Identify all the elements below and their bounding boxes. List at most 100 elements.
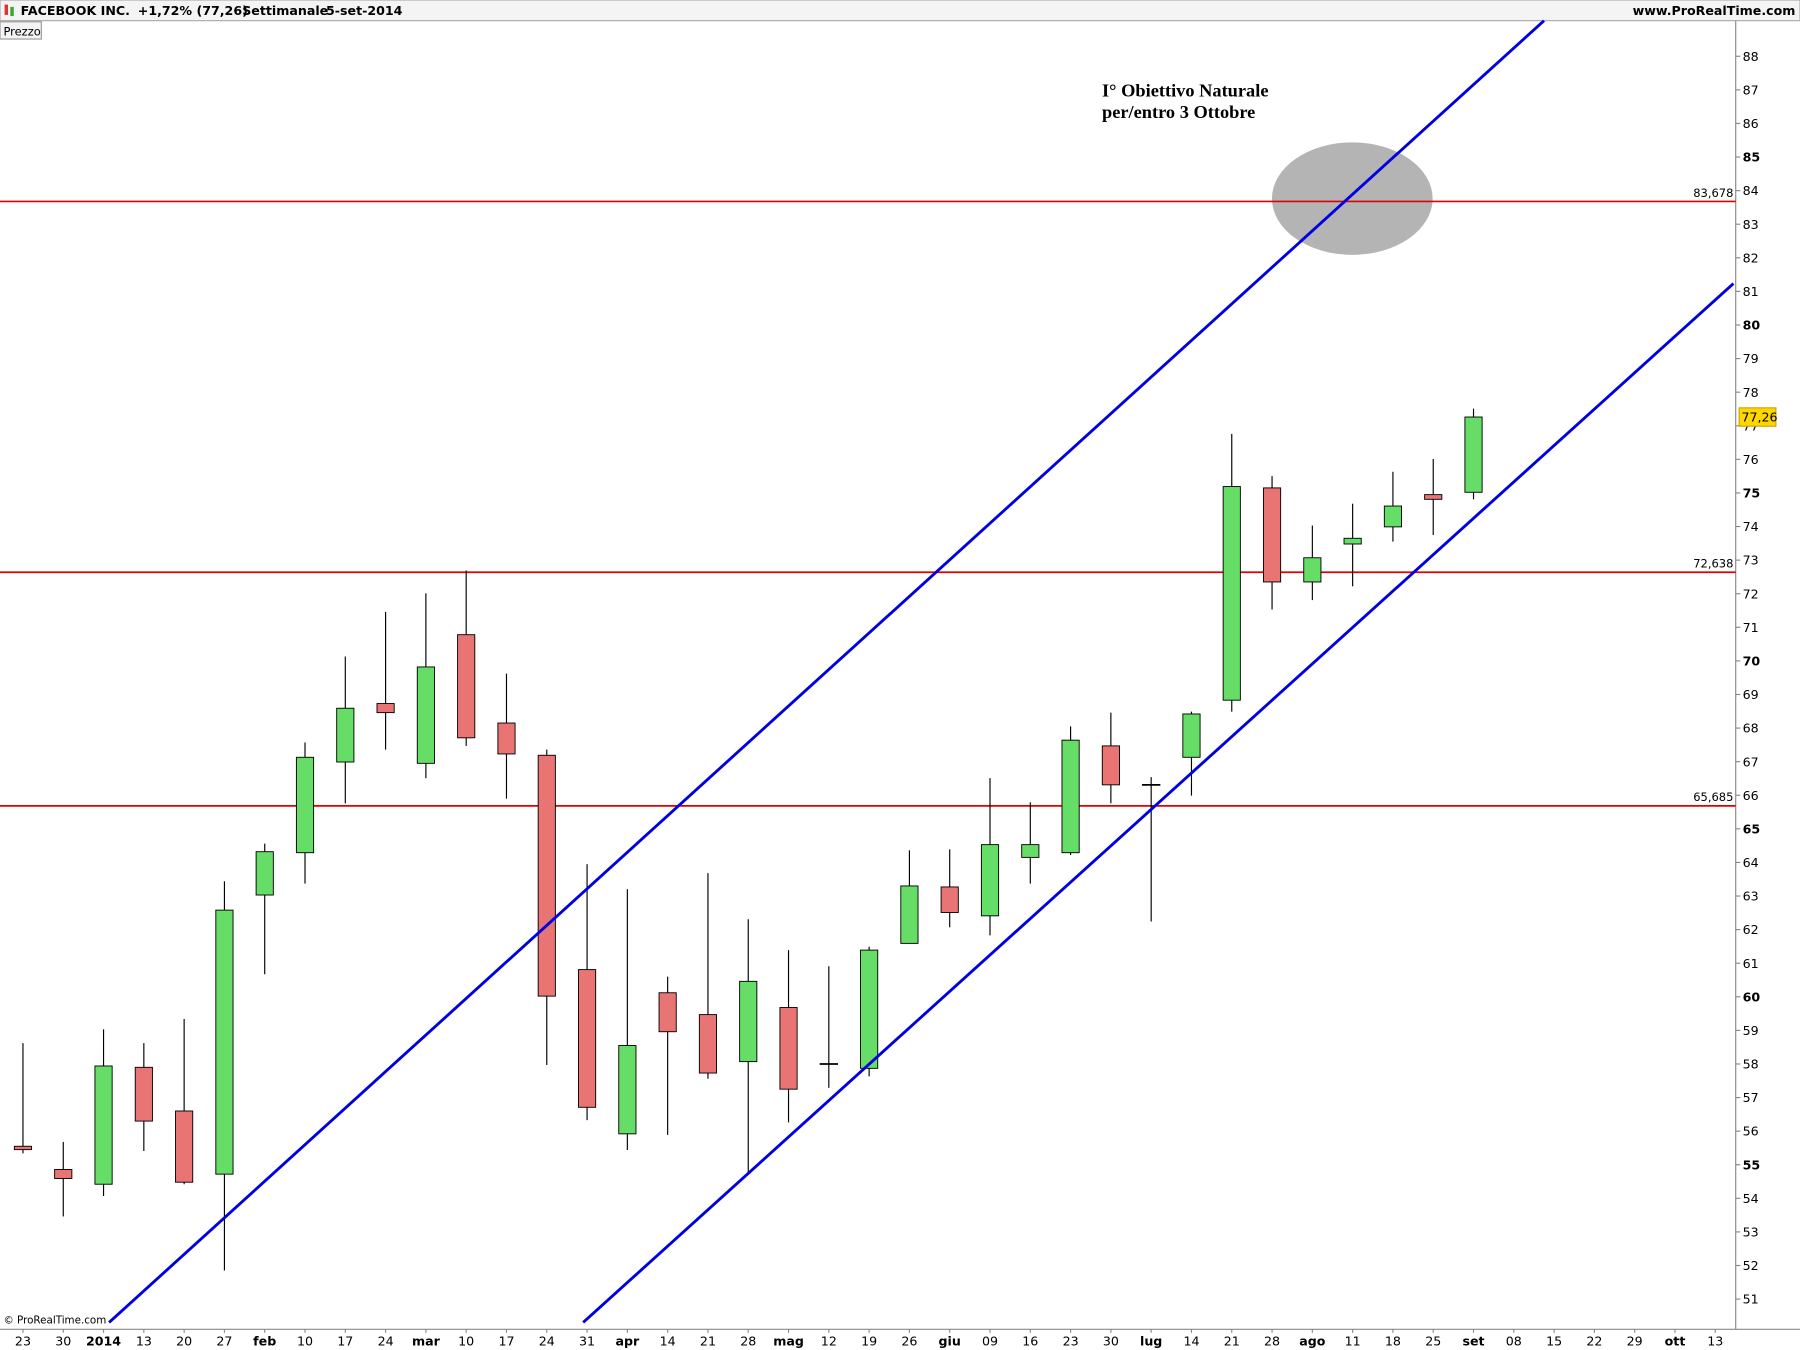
header-icon bbox=[4, 4, 14, 17]
y-tick-label: 84 bbox=[1743, 183, 1759, 198]
candle-body bbox=[1464, 416, 1483, 493]
y-tick-label: 58 bbox=[1743, 1057, 1759, 1072]
candle-body bbox=[577, 969, 597, 1108]
y-tick-label: 79 bbox=[1743, 351, 1759, 366]
x-tick-label: 30 bbox=[1103, 1333, 1119, 1348]
candle-body bbox=[54, 1168, 73, 1179]
candle-body bbox=[255, 851, 274, 896]
candle-body bbox=[940, 886, 959, 913]
candle-body bbox=[336, 707, 355, 763]
candle-body bbox=[739, 980, 758, 1063]
y-tick-label: 67 bbox=[1743, 754, 1759, 769]
y-tick-label: 72 bbox=[1743, 586, 1759, 601]
y-tick-label: 55 bbox=[1743, 1157, 1761, 1172]
y-tick-label: 62 bbox=[1743, 922, 1759, 937]
candle-body bbox=[1383, 505, 1403, 528]
candle-body bbox=[698, 1014, 718, 1074]
x-tick-label: 27 bbox=[216, 1333, 232, 1348]
candle-body bbox=[1182, 713, 1201, 758]
x-tick-label: ott bbox=[1665, 1333, 1686, 1348]
x-tick-label: 17 bbox=[337, 1333, 353, 1348]
candle-body bbox=[1424, 494, 1443, 500]
annotation-line: I° Obiettivo Naturale bbox=[1102, 80, 1268, 100]
annotation-line: per/entro 3 Ottobre bbox=[1102, 102, 1255, 122]
y-tick-label: 68 bbox=[1743, 721, 1759, 736]
candle-body bbox=[295, 756, 315, 854]
candle-body bbox=[1222, 486, 1241, 701]
candle-body bbox=[457, 634, 476, 739]
x-tick-label: 18 bbox=[1385, 1333, 1401, 1348]
x-tick-label: 11 bbox=[1345, 1333, 1361, 1348]
candle-body bbox=[900, 885, 919, 944]
y-tick-label: 82 bbox=[1743, 250, 1759, 265]
candle-body bbox=[13, 1145, 33, 1151]
y-tick-label: 83 bbox=[1743, 217, 1759, 232]
y-tick-label: 53 bbox=[1743, 1225, 1759, 1240]
level-label: 72,638 bbox=[1693, 557, 1733, 571]
y-tick-label: 75 bbox=[1743, 486, 1761, 501]
x-tick-label: 28 bbox=[1264, 1333, 1280, 1348]
y-tick-label: 66 bbox=[1743, 788, 1759, 803]
y-tick-label: 86 bbox=[1743, 116, 1759, 131]
x-tick-label: 28 bbox=[740, 1333, 756, 1348]
source: www.ProRealTime.com bbox=[1633, 3, 1796, 18]
x-tick-label: 08 bbox=[1506, 1333, 1522, 1348]
x-tick-label: 23 bbox=[1063, 1333, 1079, 1348]
x-tick-label: 12 bbox=[821, 1333, 837, 1348]
y-tick-label: 54 bbox=[1743, 1191, 1759, 1206]
x-tick-label: mar bbox=[412, 1333, 441, 1348]
x-tick-label: 20 bbox=[176, 1333, 192, 1348]
y-tick-label: 85 bbox=[1743, 150, 1761, 165]
x-tick-label: 24 bbox=[378, 1333, 394, 1348]
candle-body bbox=[1303, 557, 1322, 583]
y-tick-label: 88 bbox=[1743, 49, 1759, 64]
x-tick-label: 15 bbox=[1546, 1333, 1562, 1348]
y-tick-label: 52 bbox=[1743, 1258, 1759, 1273]
candle-body bbox=[94, 1065, 113, 1185]
candle-body bbox=[134, 1066, 153, 1122]
y-tick-label: 80 bbox=[1743, 318, 1761, 333]
level-label: 65,685 bbox=[1693, 790, 1733, 804]
candle-body bbox=[215, 909, 234, 1175]
y-tick-label: 74 bbox=[1743, 519, 1759, 534]
x-tick-label: 26 bbox=[901, 1333, 917, 1348]
x-tick-label: 21 bbox=[700, 1333, 716, 1348]
title: FACEBOOK INC. bbox=[21, 3, 130, 18]
target-ellipse bbox=[1271, 142, 1433, 255]
x-tick-label: 16 bbox=[1022, 1333, 1038, 1348]
candle-body bbox=[376, 703, 395, 714]
candle-body bbox=[1343, 537, 1362, 545]
level-label: 83,678 bbox=[1693, 186, 1733, 200]
candle-body bbox=[1061, 739, 1080, 854]
change: +1,72% (77,26) bbox=[138, 3, 248, 18]
x-tick-label: 29 bbox=[1627, 1333, 1643, 1348]
y-tick-label: 71 bbox=[1743, 620, 1759, 635]
x-tick-label: 22 bbox=[1586, 1333, 1602, 1348]
x-tick-label: 10 bbox=[297, 1333, 313, 1348]
x-tick-label: 10 bbox=[458, 1333, 474, 1348]
trend-line-lower bbox=[582, 282, 1735, 1324]
x-tick-label: 17 bbox=[498, 1333, 514, 1348]
y-tick-label: 60 bbox=[1743, 989, 1761, 1004]
copyright: © ProRealTime.com bbox=[3, 1315, 106, 1327]
x-tick-label: 13 bbox=[1707, 1333, 1723, 1348]
y-tick-label: 59 bbox=[1743, 1023, 1759, 1038]
x-tick-label: 13 bbox=[136, 1333, 152, 1348]
candle-body bbox=[1021, 844, 1040, 858]
candle-body bbox=[497, 722, 516, 755]
y-tick-label: 78 bbox=[1743, 385, 1759, 400]
y-tick-label: 57 bbox=[1743, 1090, 1759, 1105]
candle-body bbox=[416, 666, 435, 764]
y-tick-label: 56 bbox=[1743, 1124, 1759, 1139]
header-bar bbox=[0, 0, 1800, 22]
last-price-label: 77,26 bbox=[1741, 410, 1777, 425]
x-tick-label: ago bbox=[1299, 1333, 1326, 1348]
date: 5-set-2014 bbox=[326, 3, 403, 18]
y-tick-label: 65 bbox=[1743, 821, 1761, 836]
period: Settimanale bbox=[242, 3, 328, 18]
x-tick-label: giu bbox=[939, 1333, 961, 1348]
x-tick-label: feb bbox=[253, 1333, 276, 1348]
candle-body bbox=[1262, 487, 1282, 583]
x-tick-label: 23 bbox=[15, 1333, 31, 1348]
